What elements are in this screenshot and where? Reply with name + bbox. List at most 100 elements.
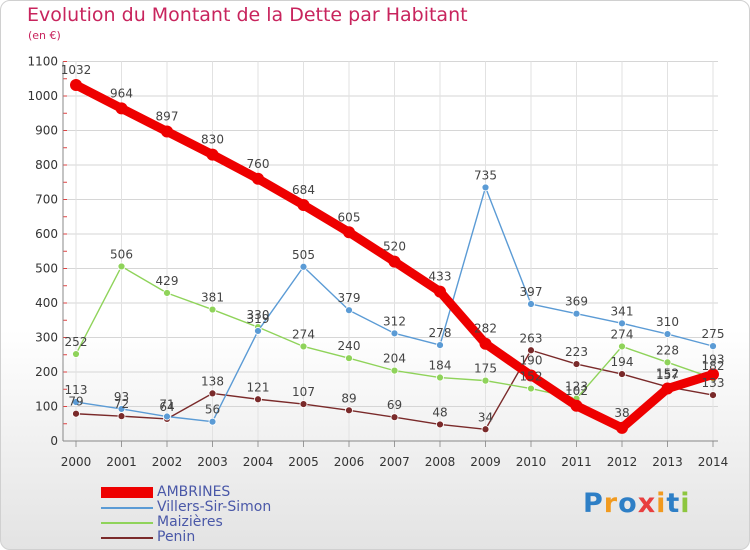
x-tick-label: 2003 bbox=[197, 455, 228, 469]
data-label: 121 bbox=[247, 380, 270, 394]
data-point bbox=[163, 289, 171, 297]
data-point bbox=[709, 391, 717, 400]
x-tick-label: 2007 bbox=[379, 455, 410, 469]
legend-label: Maizières bbox=[157, 514, 223, 530]
x-tick-label: 2004 bbox=[243, 455, 274, 469]
data-label: 735 bbox=[474, 168, 497, 182]
data-point bbox=[343, 226, 355, 239]
data-labels: 79 72 64 138 121 107 89 69 48 34 263 223 194 157 133 25… bbox=[61, 63, 725, 424]
legend-swatch bbox=[101, 507, 153, 509]
data-point bbox=[527, 384, 535, 393]
legend-swatch bbox=[101, 537, 153, 539]
data-point bbox=[254, 327, 262, 335]
chart-title: Evolution du Montant de la Dette par Hab… bbox=[27, 4, 468, 26]
data-point bbox=[299, 342, 308, 351]
x-tick-label: 2011 bbox=[561, 455, 592, 469]
data-point bbox=[345, 406, 353, 415]
y-tick-label: 300 bbox=[35, 331, 58, 345]
data-label: 204 bbox=[383, 352, 406, 366]
data-point bbox=[161, 125, 173, 138]
data-point bbox=[570, 399, 583, 412]
data-label: 89 bbox=[341, 391, 356, 405]
data-label: 107 bbox=[292, 385, 315, 399]
data-point bbox=[117, 412, 126, 421]
data-point bbox=[345, 306, 353, 315]
data-point bbox=[618, 342, 626, 351]
y-tick-label: 400 bbox=[35, 296, 58, 310]
logo-letter: t bbox=[666, 488, 681, 519]
data-label: 190 bbox=[520, 353, 543, 367]
y-tick-label: 600 bbox=[35, 227, 58, 241]
x-tick-label: 2012 bbox=[607, 455, 638, 469]
data-label: 252 bbox=[65, 335, 88, 349]
data-label: 274 bbox=[292, 327, 315, 341]
data-label: 123 bbox=[565, 380, 588, 394]
data-point bbox=[299, 400, 308, 408]
data-point bbox=[208, 305, 217, 314]
data-point bbox=[208, 417, 217, 426]
data-point bbox=[299, 262, 308, 271]
data-label: 228 bbox=[656, 343, 679, 357]
data-point bbox=[72, 398, 80, 406]
data-point bbox=[663, 358, 672, 367]
data-label: 282 bbox=[474, 322, 497, 336]
data-label: 319 bbox=[247, 312, 270, 326]
data-label: 194 bbox=[611, 355, 634, 369]
data-label: 79 bbox=[68, 395, 83, 409]
logo-letter: i bbox=[656, 488, 667, 519]
data-label: 72 bbox=[114, 397, 129, 411]
y-tick-label: 500 bbox=[35, 262, 58, 276]
y-tick-label: 100 bbox=[35, 400, 58, 414]
data-point bbox=[436, 420, 444, 429]
data-label: 193 bbox=[702, 352, 725, 366]
x-tick-label: 2005 bbox=[288, 455, 319, 469]
data-label: 93 bbox=[114, 390, 129, 404]
data-point bbox=[527, 346, 535, 355]
data-point bbox=[390, 366, 399, 375]
data-label: 964 bbox=[110, 86, 133, 100]
data-label: 605 bbox=[338, 210, 361, 224]
data-label: 379 bbox=[338, 291, 361, 305]
x-tick-label: 2002 bbox=[152, 455, 183, 469]
logo-letter: r bbox=[603, 488, 619, 519]
data-point bbox=[481, 183, 490, 192]
data-label: 369 bbox=[565, 295, 588, 309]
data-point bbox=[388, 255, 401, 268]
logo-letter: x bbox=[637, 488, 657, 519]
data-label: 433 bbox=[429, 270, 452, 284]
data-label: 69 bbox=[387, 398, 402, 412]
data-point bbox=[254, 395, 262, 404]
data-label: 263 bbox=[520, 331, 543, 345]
logo-letter: P bbox=[583, 488, 604, 519]
data-point bbox=[434, 285, 446, 298]
data-label: 278 bbox=[429, 326, 452, 340]
data-label: 138 bbox=[201, 374, 224, 388]
data-point bbox=[527, 300, 535, 308]
data-point bbox=[707, 368, 719, 381]
data-label: 175 bbox=[474, 362, 497, 376]
data-point bbox=[72, 350, 80, 358]
y-tick-label: 1000 bbox=[27, 89, 58, 103]
data-point bbox=[436, 373, 444, 382]
data-point bbox=[163, 412, 171, 421]
data-point bbox=[618, 319, 626, 328]
data-label: 71 bbox=[159, 398, 174, 412]
chart-subtitle: (en €) bbox=[28, 29, 61, 42]
data-label: 182 bbox=[702, 359, 725, 373]
data-label: 760 bbox=[247, 157, 270, 171]
y-tick-label: 1100 bbox=[27, 55, 58, 69]
data-label: 223 bbox=[565, 345, 588, 359]
data-label: 312 bbox=[383, 314, 406, 328]
data-point bbox=[117, 405, 126, 413]
data-label: 157 bbox=[656, 368, 679, 382]
data-label: 133 bbox=[702, 376, 725, 390]
data-point bbox=[481, 425, 490, 434]
data-label: 240 bbox=[338, 339, 361, 353]
data-label: 102 bbox=[565, 384, 588, 398]
x-tick-label: 2013 bbox=[652, 455, 683, 469]
data-label: 48 bbox=[432, 405, 447, 419]
legend-swatch bbox=[101, 487, 153, 498]
axes: 0 100 200 300 400 500 600 700 800 900 1000 1100 2000… bbox=[27, 55, 728, 470]
data-label: 897 bbox=[156, 110, 179, 124]
data-point bbox=[70, 78, 82, 91]
